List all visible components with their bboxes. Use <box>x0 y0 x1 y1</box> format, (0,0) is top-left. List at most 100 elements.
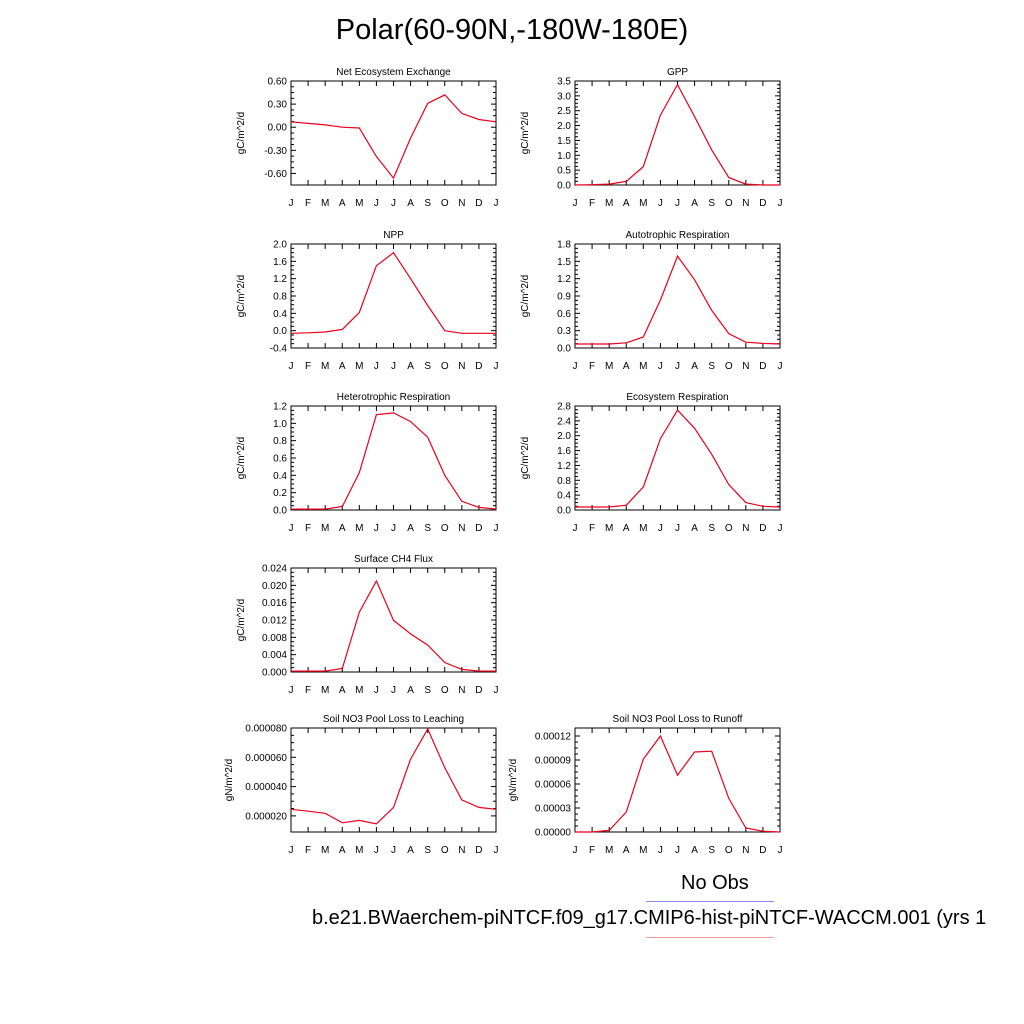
page-title: Polar(60-90N,-180W-180E) <box>335 14 689 46</box>
x-tick-label: J <box>658 523 663 534</box>
x-tick-label: N <box>458 523 465 534</box>
y-tick-label: 0.3 <box>557 326 571 337</box>
panel-heterotrophic-respiration: Heterotrophic Respiration gC/m^2/d 0.0 0.2 0… <box>236 392 499 534</box>
x-tick-label: D <box>759 198 766 209</box>
panel-title: NPP <box>383 230 404 241</box>
x-tick-label: J <box>289 198 294 209</box>
plot-frame <box>574 80 781 186</box>
x-tick-label: A <box>407 523 414 534</box>
x-tick-label: A <box>623 198 630 209</box>
x-tick-label: J <box>494 523 499 534</box>
y-tick-label: 1.5 <box>557 136 571 147</box>
x-tick-label: M <box>321 523 329 534</box>
legend-obs-line <box>646 901 774 902</box>
x-tick-label: M <box>639 845 647 856</box>
x-tick-label: A <box>339 361 346 372</box>
y-tick-label: 0.8 <box>273 436 287 447</box>
x-tick-label: J <box>573 845 578 856</box>
y-tick-label: 0.0 <box>273 506 287 517</box>
y-tick-label: 1.2 <box>273 402 287 413</box>
x-tick-label: M <box>321 361 329 372</box>
y-tick-label: 2.0 <box>557 431 571 442</box>
series-line <box>290 94 497 180</box>
y-tick-label: 1.6 <box>557 446 571 457</box>
y-tick-label: 0.024 <box>262 564 287 575</box>
x-tick-label: A <box>691 845 698 856</box>
y-tick-label: 0.000040 <box>245 782 287 793</box>
x-tick-label: M <box>605 198 613 209</box>
x-tick-label: M <box>639 523 647 534</box>
x-tick-label: M <box>355 361 363 372</box>
x-tick-label: M <box>605 361 613 372</box>
x-tick-label: O <box>725 198 733 209</box>
x-tick-label: N <box>742 361 749 372</box>
x-tick-label: M <box>639 361 647 372</box>
series-line <box>574 83 780 186</box>
panel-ecosystem-respiration: Ecosystem Respiration gC/m^2/d 0.0 0.4 0.8 1.… <box>520 392 783 534</box>
x-tick-label: O <box>725 845 733 856</box>
x-tick-label: M <box>605 845 613 856</box>
y-axis-label: gC/m^2/d <box>236 112 247 155</box>
panel-title: GPP <box>667 67 688 78</box>
x-tick-label: J <box>391 523 396 534</box>
x-tick-label: J <box>374 523 379 534</box>
y-axis-label: gC/m^2/d <box>236 599 247 642</box>
y-axis-label: gC/m^2/d <box>520 437 531 480</box>
y-tick-label: 0.020 <box>262 581 287 592</box>
y-tick-label: 0.000060 <box>245 753 287 764</box>
x-tick-label: N <box>458 685 465 696</box>
y-tick-label: 0.8 <box>557 476 571 487</box>
x-tick-label: S <box>424 523 431 534</box>
x-tick-label: J <box>289 845 294 856</box>
x-tick-label: O <box>441 198 449 209</box>
x-tick-label: J <box>675 845 680 856</box>
x-tick-label: J <box>778 361 783 372</box>
y-tick-label: 0.5 <box>557 166 571 177</box>
x-tick-label: M <box>321 198 329 209</box>
series-line <box>575 409 781 508</box>
x-tick-label: D <box>759 845 766 856</box>
x-tick-label: J <box>289 361 294 372</box>
x-tick-label: J <box>494 845 499 856</box>
y-tick-label: 1.2 <box>273 274 287 285</box>
x-tick-label: F <box>589 845 595 856</box>
x-tick-label: A <box>623 523 630 534</box>
x-tick-label: A <box>407 845 414 856</box>
x-tick-label: S <box>708 198 715 209</box>
y-tick-label: 0.00006 <box>535 780 572 791</box>
y-tick-label: 0.00012 <box>535 732 572 743</box>
x-tick-label: N <box>742 523 749 534</box>
x-tick-label: J <box>374 685 379 696</box>
y-tick-label: 0.012 <box>262 616 287 627</box>
x-tick-label: F <box>589 198 595 209</box>
panel-soil-no3-pool-loss-to-leaching: Soil NO3 Pool Loss to Leaching gN/m^2/d 0.… <box>224 714 499 856</box>
y-tick-label: 3.5 <box>557 77 571 88</box>
x-tick-label: J <box>374 361 379 372</box>
x-tick-label: D <box>475 361 482 372</box>
y-tick-label: 1.0 <box>273 419 287 430</box>
y-tick-label: 0.8 <box>273 292 287 303</box>
panel-title: Net Ecosystem Exchange <box>336 67 451 78</box>
series-line <box>291 579 496 672</box>
y-axis-label: gN/m^2/d <box>224 759 235 802</box>
x-tick-label: D <box>475 845 482 856</box>
x-tick-label: F <box>589 361 595 372</box>
x-tick-label: M <box>321 845 329 856</box>
plot-frame <box>290 80 497 186</box>
x-tick-label: J <box>573 198 578 209</box>
panel-title: Heterotrophic Respiration <box>337 392 450 403</box>
x-tick-label: O <box>725 361 733 372</box>
y-tick-label: 0.4 <box>557 491 571 502</box>
x-tick-label: F <box>589 523 595 534</box>
y-axis-label: gN/m^2/d <box>508 759 519 802</box>
y-tick-label: 2.8 <box>557 402 571 413</box>
panel-net-ecosystem-exchange: Net Ecosystem Exchange gC/m^2/d -0.60 -0.30… <box>236 67 499 209</box>
y-tick-label: -0.4 <box>270 344 288 355</box>
y-tick-label: 0.0 <box>557 506 571 517</box>
x-tick-label: A <box>407 198 414 209</box>
x-tick-label: A <box>339 685 346 696</box>
y-tick-label: 0.00000 <box>535 828 572 839</box>
plot-frame <box>290 405 497 511</box>
y-tick-label: 0.6 <box>273 454 287 465</box>
plot-frame <box>574 243 781 349</box>
